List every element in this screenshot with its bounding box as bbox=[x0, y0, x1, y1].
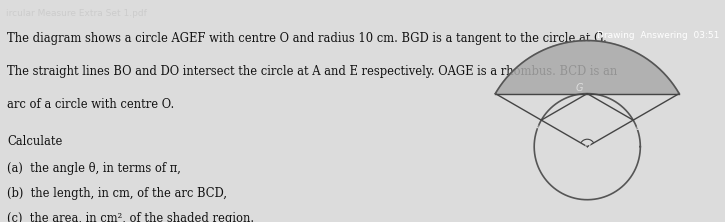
Text: G: G bbox=[576, 83, 584, 93]
Text: The diagram shows a circle AGEF with centre O and radius 10 cm. BGD is a tangent: The diagram shows a circle AGEF with cen… bbox=[7, 32, 607, 46]
Text: (a)  the angle θ, in terms of π,: (a) the angle θ, in terms of π, bbox=[7, 162, 181, 175]
Text: C: C bbox=[584, 27, 591, 37]
Text: (c)  the area, in cm², of the shaded region.: (c) the area, in cm², of the shaded regi… bbox=[7, 212, 254, 222]
Text: E: E bbox=[636, 122, 642, 132]
Text: θ: θ bbox=[585, 141, 591, 151]
Polygon shape bbox=[495, 41, 679, 94]
Text: (b)  the length, in cm, of the arc BCD,: (b) the length, in cm, of the arc BCD, bbox=[7, 187, 227, 200]
Text: B: B bbox=[484, 83, 491, 93]
Text: ircular Measure Extra Set 1.pdf: ircular Measure Extra Set 1.pdf bbox=[6, 9, 146, 18]
Text: Calculate: Calculate bbox=[7, 135, 62, 148]
Text: Drawing  Answering  03:51: Drawing Answering 03:51 bbox=[597, 31, 719, 40]
Text: F: F bbox=[584, 204, 590, 214]
Text: O: O bbox=[584, 156, 592, 166]
Text: A: A bbox=[532, 122, 539, 132]
Text: arc of a circle with centre O.: arc of a circle with centre O. bbox=[7, 98, 175, 111]
Text: The straight lines BO and DO intersect the circle at A and E respectively. OAGE : The straight lines BO and DO intersect t… bbox=[7, 65, 618, 78]
